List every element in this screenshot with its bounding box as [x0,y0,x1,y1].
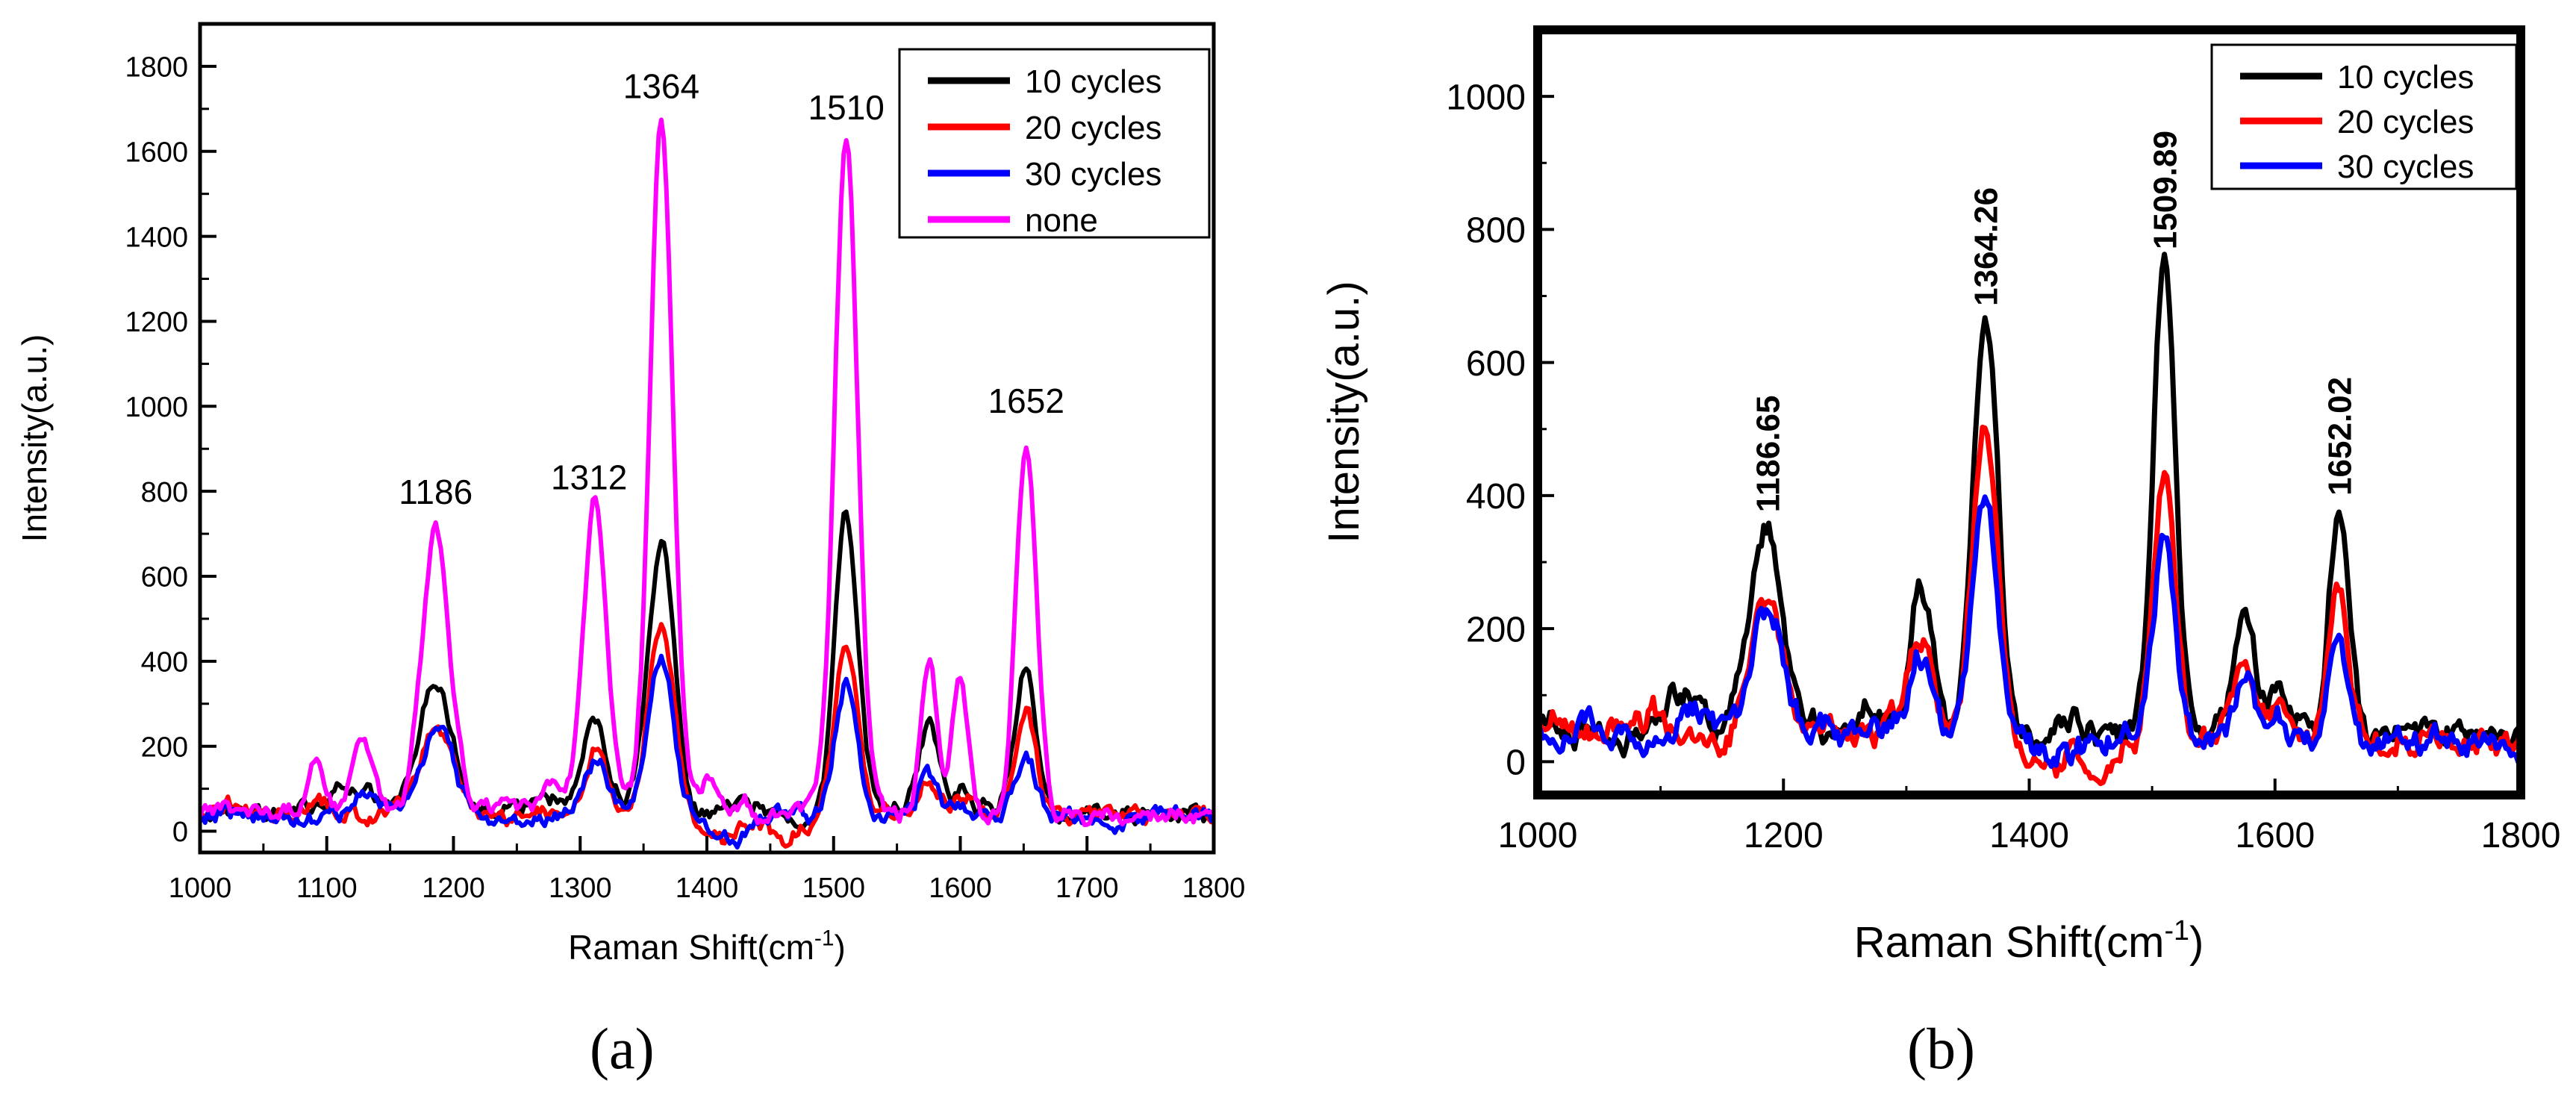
panel-b-label: (b) [1907,1016,1975,1081]
y-tick-label: 0 [172,817,188,848]
legend-entry: 10 cycles [1025,63,1161,100]
x-tick-label: 1400 [1989,816,2069,855]
peak-annotation: 1186 [399,473,473,511]
x-axis-title-close: ) [835,928,846,967]
y-tick-label: 200 [141,732,188,763]
y-tick-label: 400 [141,647,188,679]
y-tick-label: 1400 [125,222,188,253]
y-tick-label: 600 [1466,344,1526,384]
x-tick-label: 1100 [296,873,358,904]
x-tick-label: 1400 [676,873,739,904]
legend-entry: 30 cycles [2337,149,2474,185]
series-line-30-cycles [200,653,1214,850]
x-tick-label: 1300 [549,873,612,904]
x-axis-title-sup: -1 [2164,914,2189,946]
peak-annotation: 1652.02 [2321,377,2358,496]
legend-entry: none [1025,202,1098,239]
chart-a: 1000 1100 1200 1300 1400 1500 1600 1700 1800 0 200… [15,22,1246,967]
series-line-20-cycles [1538,424,2521,787]
y-axis-title: Intensity(a.u.) [15,334,54,543]
x-tick-label: 1800 [2481,816,2561,855]
x-axis-title-main: Raman Shift(cm [1854,918,2165,967]
peak-annotation: 1186.65 [1750,396,1786,513]
legend-entry: 20 cycles [2337,104,2474,140]
y-tick-label: 1200 [125,307,188,338]
series-group [200,117,1214,850]
x-tick-label: 1500 [802,873,865,904]
x-axis-title: Raman Shift(cm-1) [1854,914,2204,967]
peak-annotation: 1510 [808,88,885,127]
x-axis-title-close: ) [2189,918,2204,967]
legend-entry: 10 cycles [2337,59,2474,96]
series-line-30-cycles [1538,494,2521,770]
legend-entry: 30 cycles [1025,156,1161,193]
peak-annotation: 1509.89 [2147,131,2183,249]
x-tick-label: 1000 [169,873,232,904]
chart-b: 1000 1200 1400 1600 1800 0 200 400 600 800 1000 Ram… [1320,25,2561,967]
y-tick-label: 0 [1506,743,1526,783]
panel-a-label: (a) [590,1016,655,1081]
legend: 10 cycles 20 cycles 30 cycles [2210,43,2518,190]
y-tick-label: 200 [1466,610,1526,649]
x-tick-label: 1200 [1744,816,1824,855]
series-line-10-cycles [200,509,1214,830]
x-tick-label: 1700 [1055,873,1119,904]
peak-annotation: 1312 [551,458,627,496]
peak-annotation: 1364.26 [1968,187,2005,306]
x-tick-label: 1600 [2235,816,2315,855]
y-tick-label: 1600 [125,137,188,168]
series-line-10-cycles [1538,252,2521,759]
x-tick-label: 1600 [929,873,992,904]
legend: 10 cycles 20 cycles 30 cycles none [898,48,1211,239]
y-tick-label: 400 [1466,477,1526,517]
x-tick-label: 1800 [1182,873,1246,904]
x-tick-label: 1200 [422,873,485,904]
y-tick-label: 1000 [125,392,188,423]
x-axis-title-main: Raman Shift(cm [568,928,814,967]
legend-entry: 20 cycles [1025,110,1161,146]
series-line-none [200,117,1214,827]
y-tick-label: 800 [141,477,188,508]
y-tick-label: 1000 [1446,78,1526,117]
x-axis-title-sup: -1 [814,926,835,951]
x-tick-label: 1000 [1498,816,1578,855]
y-tick-label: 600 [141,562,188,593]
peak-annotation: 1364 [623,67,699,106]
series-group [1538,252,2521,787]
y-tick-label: 1800 [125,52,188,84]
x-axis-title: Raman Shift(cm-1) [568,926,846,967]
y-axis-title: Intensity(a.u.) [1320,281,1368,543]
y-tick-label: 800 [1466,211,1526,251]
peak-annotation: 1652 [988,381,1064,420]
